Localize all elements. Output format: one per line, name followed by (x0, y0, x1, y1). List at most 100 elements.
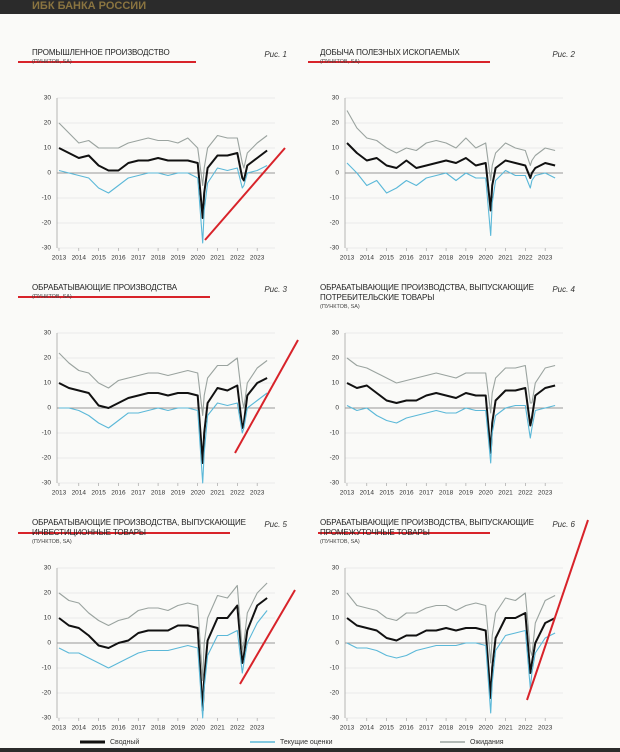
series-line (58, 165, 268, 244)
series-line (58, 610, 268, 719)
x-tick-label: 2014 (72, 725, 87, 732)
figure-label: Рис. 2 (552, 50, 575, 59)
chart-title: ОБРАБАТЫВАЮЩИЕ ПРОИЗВОДСТВА, ВЫПУСКАЮЩИЕ… (320, 283, 534, 302)
x-tick-label: 2023 (538, 490, 553, 497)
chart-subtitle: (ПУНКТОВ, SA) (320, 59, 360, 65)
x-tick-label: 2018 (439, 725, 454, 732)
x-tick-label: 2023 (250, 725, 265, 732)
x-tick-label: 2023 (538, 255, 553, 262)
y-tick-label: -30 (330, 245, 340, 252)
chart-heading: ОБРАБАТЫВАЮЩИЕ ПРОИЗВОДСТВА (ПУНКТОВ, SA) (32, 283, 267, 301)
series-line (58, 147, 268, 219)
x-tick-label: 2013 (340, 490, 355, 497)
x-tick-label: 2023 (250, 255, 265, 262)
legend-label: Ожидания (470, 739, 504, 746)
y-tick-label: -30 (42, 480, 52, 487)
chart-subtitle: (ПУНКТОВ, SA) (320, 539, 360, 545)
series-line (346, 142, 556, 212)
x-tick-label: 2014 (72, 255, 87, 262)
chart-heading: ПРОМЫШЛЕННОЕ ПРОИЗВОДСТВО (ПУНКТОВ, SA) (32, 48, 267, 66)
y-tick-label: 10 (332, 615, 340, 622)
y-tick-label: 30 (44, 330, 52, 337)
y-tick-label: 0 (47, 405, 51, 412)
legend-label: Текущие оценки (280, 739, 333, 746)
y-tick-label: 0 (335, 405, 339, 412)
y-tick-label: -30 (330, 715, 340, 722)
x-tick-label: 2020 (190, 725, 205, 732)
x-tick-label: 2022 (230, 490, 245, 497)
x-tick-label: 2021 (498, 490, 513, 497)
y-tick-label: -10 (330, 195, 340, 202)
legend-label: Сводный (110, 738, 139, 746)
y-tick-label: -10 (42, 195, 52, 202)
x-tick-label: 2013 (52, 255, 67, 262)
series-line (346, 382, 556, 454)
x-tick-label: 2023 (538, 725, 553, 732)
x-tick-label: 2016 (111, 490, 126, 497)
figure-label: Рис. 3 (264, 285, 287, 294)
chart-heading: ОБРАБАТЫВАЮЩИЕ ПРОИЗВОДСТВА, ВЫПУСКАЮЩИЕ… (320, 283, 555, 311)
x-tick-label: 2017 (419, 725, 434, 732)
x-tick-label: 2019 (459, 255, 474, 262)
x-tick-label: 2017 (131, 490, 146, 497)
series-line (346, 592, 556, 664)
x-tick-label: 2020 (190, 490, 205, 497)
x-tick-label: 2019 (459, 490, 474, 497)
x-tick-label: 2020 (478, 255, 493, 262)
x-tick-label: 2015 (379, 490, 394, 497)
chart-title: ДОБЫЧА ПОЛЕЗНЫХ ИСКОПАЕМЫХ (320, 48, 460, 57)
y-tick-label: -30 (42, 715, 52, 722)
x-tick-label: 2019 (171, 255, 186, 262)
y-tick-label: 0 (47, 640, 51, 647)
series-line (346, 629, 556, 714)
x-tick-label: 2020 (190, 255, 205, 262)
chart-title: ОБРАБАТЫВАЮЩИЕ ПРОИЗВОДСТВА, ВЫПУСКАЮЩИЕ… (32, 518, 246, 537)
y-tick-label: -30 (42, 245, 52, 252)
x-tick-label: 2015 (379, 725, 394, 732)
chart-title: ОБРАБАТЫВАЮЩИЕ ПРОИЗВОДСТВА, ВЫПУСКАЮЩИЕ… (320, 518, 534, 537)
x-tick-label: 2014 (360, 725, 375, 732)
y-tick-label: 10 (332, 380, 340, 387)
y-tick-label: 0 (335, 170, 339, 177)
x-tick-label: 2015 (379, 255, 394, 262)
x-tick-label: 2016 (111, 255, 126, 262)
y-tick-label: 0 (47, 170, 51, 177)
x-tick-label: 2022 (518, 725, 533, 732)
chart-heading: ОБРАБАТЫВАЮЩИЕ ПРОИЗВОДСТВА, ВЫПУСКАЮЩИЕ… (32, 518, 267, 546)
y-tick-label: 30 (332, 565, 340, 572)
x-tick-label: 2018 (439, 490, 454, 497)
x-tick-label: 2016 (399, 490, 414, 497)
x-tick-label: 2019 (171, 725, 186, 732)
x-tick-label: 2015 (91, 725, 106, 732)
y-tick-label: -20 (42, 690, 52, 697)
chart-subtitle: (ПУНКТОВ, SA) (320, 304, 360, 310)
series-line (346, 357, 556, 414)
x-tick-label: 2019 (171, 490, 186, 497)
figure-label: Рис. 5 (264, 520, 287, 529)
chart-title: ОБРАБАТЫВАЮЩИЕ ПРОИЗВОДСТВА (32, 283, 178, 292)
x-tick-label: 2013 (340, 255, 355, 262)
x-tick-label: 2013 (52, 490, 67, 497)
x-tick-label: 2013 (340, 725, 355, 732)
chart-heading: ДОБЫЧА ПОЛЕЗНЫХ ИСКОПАЕМЫХ (ПУНКТОВ, SA) (320, 48, 555, 66)
x-tick-label: 2021 (210, 490, 225, 497)
x-tick-label: 2018 (151, 490, 166, 497)
y-tick-label: 30 (44, 95, 52, 102)
series-line (58, 352, 268, 417)
x-tick-label: 2020 (478, 490, 493, 497)
chart-title: ПРОМЫШЛЕННОЕ ПРОИЗВОДСТВО (32, 48, 170, 57)
x-tick-label: 2013 (52, 725, 67, 732)
x-tick-label: 2021 (498, 725, 513, 732)
chart-subtitle: (ПУНКТОВ, SA) (32, 294, 72, 300)
chart-subtitle: (ПУНКТОВ, SA) (32, 59, 72, 65)
y-tick-label: -20 (42, 220, 52, 227)
x-tick-label: 2014 (72, 490, 87, 497)
y-tick-label: 10 (332, 145, 340, 152)
y-tick-label: 10 (44, 615, 52, 622)
y-tick-label: 20 (44, 355, 52, 362)
y-tick-label: -20 (330, 690, 340, 697)
series-line (346, 612, 556, 699)
x-tick-label: 2022 (518, 255, 533, 262)
